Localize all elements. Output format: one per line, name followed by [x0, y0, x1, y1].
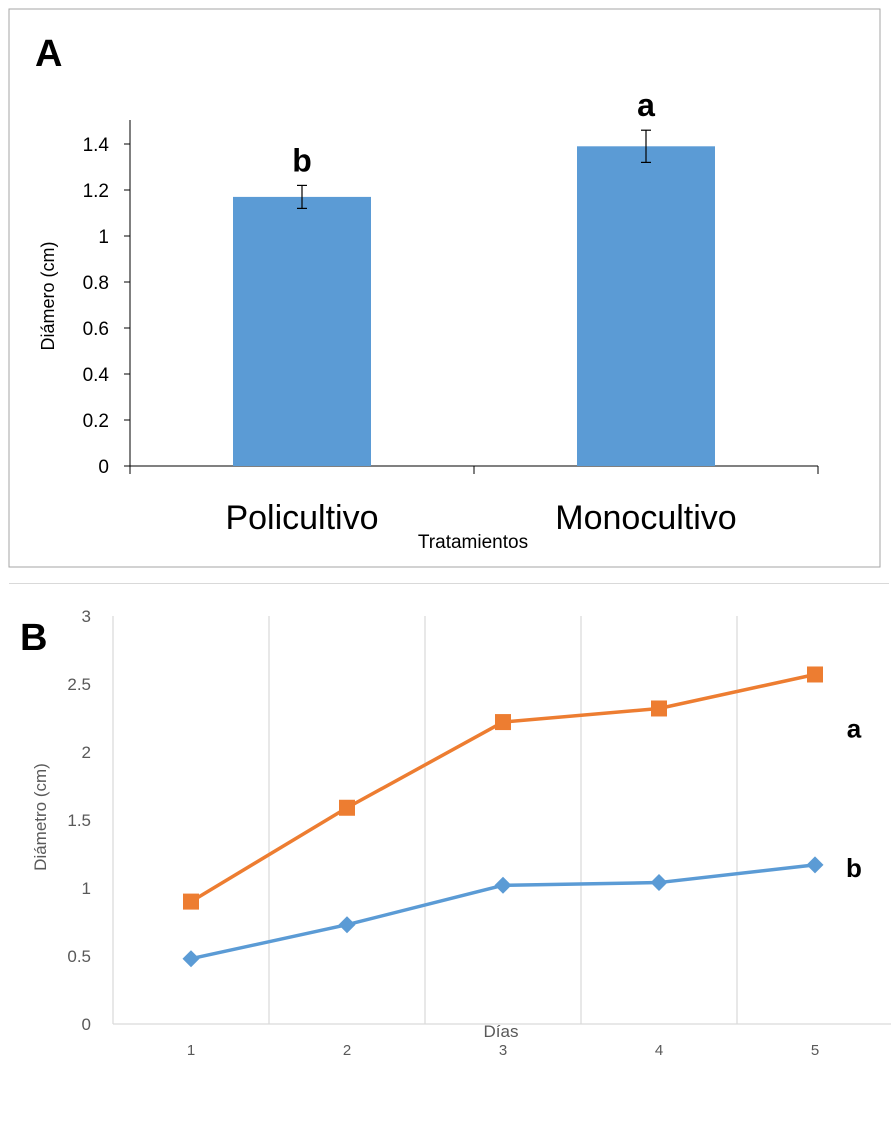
- data-point: [495, 714, 511, 731]
- y-tick-label: 1: [98, 227, 109, 248]
- panel-a-letter: A: [35, 33, 62, 75]
- data-point: [494, 876, 512, 894]
- significance-letter: a: [847, 713, 862, 743]
- category-label: Policultivo: [225, 499, 378, 537]
- panel-a-border: [8, 8, 881, 568]
- bar: [233, 196, 371, 466]
- y-tick-label: 3: [82, 607, 91, 626]
- y-tick-label: 0.4: [83, 365, 110, 386]
- y-tick-label: 2.5: [67, 675, 91, 694]
- x-tick-label: 3: [499, 1042, 507, 1059]
- y-tick-label: 1: [82, 879, 91, 898]
- y-tick-label: 0.2: [83, 411, 109, 432]
- data-point: [806, 856, 824, 874]
- data-point: [182, 950, 200, 968]
- bar: [577, 146, 715, 467]
- y-tick-label: 1.5: [67, 811, 91, 830]
- panel-b-top-border: [9, 583, 889, 584]
- y-tick-label: 0.8: [83, 273, 109, 294]
- panel-b-y-axis-label: Diámetro (cm): [31, 763, 50, 871]
- panel-b-letter: B: [20, 617, 47, 659]
- x-tick-label: 4: [655, 1042, 663, 1059]
- panel-a-x-axis-label: Tratamientos: [418, 532, 528, 553]
- data-point: [338, 916, 356, 934]
- data-point: [807, 666, 823, 683]
- panel-a: A Diámero (cm) Tratamientos 0 0.2 0.4 0.6 0.…: [8, 8, 881, 568]
- x-tick-label: 2: [343, 1042, 351, 1059]
- panel-b-x-axis-label: Días: [484, 1022, 519, 1041]
- panel-b: B Diámetro (cm) Días 00.511.522.531 2 3 4 5 …: [9, 583, 891, 1059]
- y-tick-label: 0.6: [83, 319, 109, 340]
- data-point: [339, 799, 355, 816]
- y-tick-label: 1.4: [83, 135, 110, 156]
- y-tick-label: 0: [98, 457, 109, 478]
- y-tick-label: 1.2: [83, 181, 109, 202]
- significance-letter: b: [292, 142, 312, 178]
- data-point: [650, 874, 668, 892]
- x-tick-label: 1: [187, 1042, 195, 1059]
- panel-a-y-axis-label: Diámero (cm): [38, 241, 58, 350]
- y-tick-label: 2: [82, 743, 91, 762]
- significance-letter: b: [846, 853, 862, 883]
- data-point: [651, 700, 667, 717]
- y-tick-label: 0.5: [67, 947, 91, 966]
- data-point: [183, 893, 199, 910]
- x-tick-label: 5: [811, 1042, 819, 1059]
- significance-letter: a: [637, 87, 655, 123]
- y-tick-label: 0: [82, 1015, 91, 1034]
- series-line: [190, 672, 816, 904]
- category-label: Monocultivo: [555, 499, 736, 537]
